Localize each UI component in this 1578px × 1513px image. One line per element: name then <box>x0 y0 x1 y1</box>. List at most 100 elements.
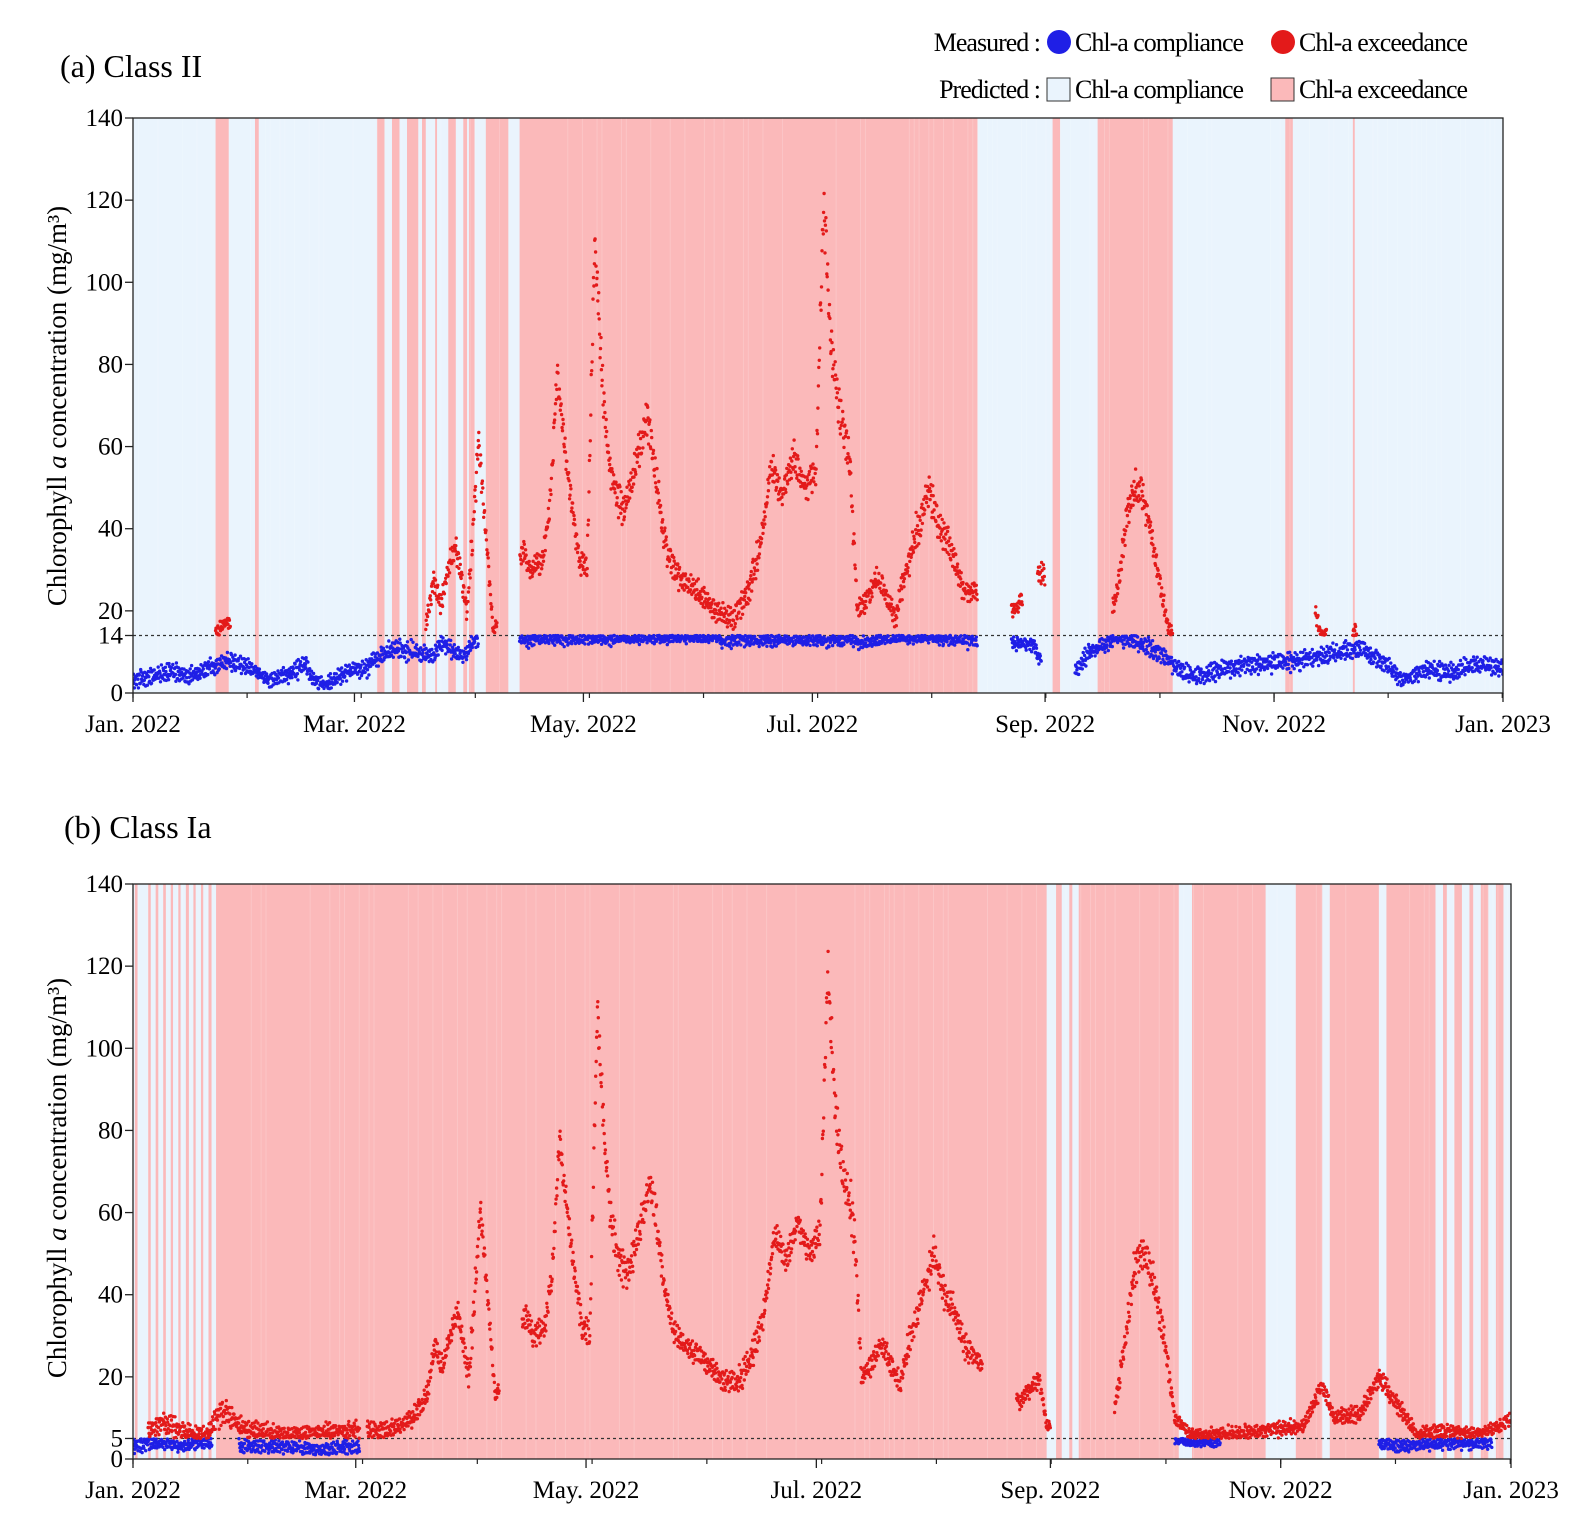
band-streak <box>918 884 920 1459</box>
predicted-exceedance-band <box>1480 884 1489 1459</box>
measured-point <box>1374 648 1378 652</box>
measured-point <box>312 1447 316 1451</box>
measured-point <box>476 457 480 461</box>
measured-point <box>1325 644 1329 649</box>
measured-point <box>759 537 764 541</box>
measured-point <box>943 537 947 541</box>
measured-point <box>732 608 737 613</box>
measured-point <box>749 574 753 578</box>
measured-point <box>1163 649 1168 653</box>
measured-point <box>931 484 935 488</box>
measured-point <box>805 475 809 479</box>
measured-point <box>495 621 499 625</box>
measured-point <box>237 1437 241 1441</box>
measured-point <box>484 538 489 542</box>
measured-point <box>902 577 907 581</box>
measured-point <box>677 565 682 570</box>
band-streak <box>1167 118 1169 693</box>
measured-point <box>807 469 812 474</box>
band-streak <box>1069 118 1071 693</box>
measured-point <box>739 616 743 620</box>
measured-point <box>1285 656 1290 660</box>
measured-point <box>789 476 794 481</box>
measured-point <box>650 435 654 440</box>
legend-measured-label: Measured : <box>934 28 1040 57</box>
measured-point <box>763 515 767 519</box>
measured-point <box>257 667 262 671</box>
measured-point <box>296 678 300 682</box>
predicted-exceedance-band <box>1069 884 1073 1459</box>
measured-point <box>1169 628 1174 632</box>
measured-point <box>1207 678 1212 683</box>
measured-point <box>133 686 137 690</box>
measured-point <box>582 560 586 564</box>
measured-point <box>1463 673 1467 677</box>
predicted-exceedance-band <box>200 884 204 1459</box>
measured-point <box>322 686 326 691</box>
predicted-exceedance-band <box>1052 118 1061 693</box>
measured-point <box>567 479 571 483</box>
measured-point <box>570 641 574 646</box>
measured-point <box>840 420 844 424</box>
measured-point <box>488 582 492 587</box>
measured-point <box>470 548 475 553</box>
measured-point <box>279 668 284 673</box>
measured-point <box>1042 574 1047 579</box>
measured-point <box>441 582 445 587</box>
measured-point <box>1449 660 1453 664</box>
band-streak <box>996 118 998 693</box>
measured-point <box>1324 627 1329 632</box>
measured-point <box>833 373 838 377</box>
measured-point <box>869 639 874 643</box>
measured-point <box>1396 675 1400 679</box>
measured-point <box>437 643 442 647</box>
measured-point <box>553 402 558 406</box>
predicted-exceedance-band <box>185 884 189 1459</box>
measured-point <box>835 377 839 381</box>
measured-point <box>585 637 590 642</box>
measured-point <box>766 634 770 638</box>
measured-point <box>651 451 655 456</box>
measured-point <box>1161 604 1165 608</box>
measured-point <box>1236 671 1240 675</box>
measured-point <box>905 569 910 573</box>
band-streak <box>352 118 354 693</box>
measured-point <box>752 566 757 570</box>
measured-point <box>1298 669 1302 673</box>
y-tick-label: 100 <box>86 269 124 296</box>
measured-point <box>731 618 736 623</box>
band-streak <box>474 118 476 693</box>
measured-point <box>1157 656 1162 661</box>
measured-point <box>641 446 645 450</box>
measured-point <box>1137 494 1141 498</box>
measured-point <box>454 536 458 540</box>
measured-point <box>753 634 757 639</box>
measured-point <box>851 645 856 649</box>
measured-point <box>738 601 742 605</box>
measured-point <box>937 535 942 540</box>
measured-point <box>961 580 965 585</box>
measured-point <box>955 565 959 569</box>
measured-point <box>1432 659 1436 663</box>
measured-point <box>928 489 933 493</box>
measured-point <box>737 610 741 614</box>
measured-point <box>830 374 835 379</box>
measured-point <box>637 464 642 469</box>
band-streak <box>1421 118 1423 693</box>
measured-point <box>571 510 575 515</box>
measured-point <box>767 481 771 485</box>
band-streak <box>1060 118 1062 693</box>
measured-point <box>916 528 921 533</box>
measured-point <box>834 396 839 400</box>
measured-point <box>447 571 452 575</box>
measured-point <box>281 1452 286 1456</box>
measured-point <box>821 232 825 236</box>
measured-point <box>1169 623 1173 628</box>
band-streak <box>1269 118 1271 693</box>
measured-point <box>546 506 551 511</box>
measured-point <box>932 516 936 520</box>
measured-point <box>1014 649 1019 653</box>
measured-point <box>437 639 441 644</box>
measured-point <box>560 425 564 430</box>
measured-point <box>320 683 325 688</box>
